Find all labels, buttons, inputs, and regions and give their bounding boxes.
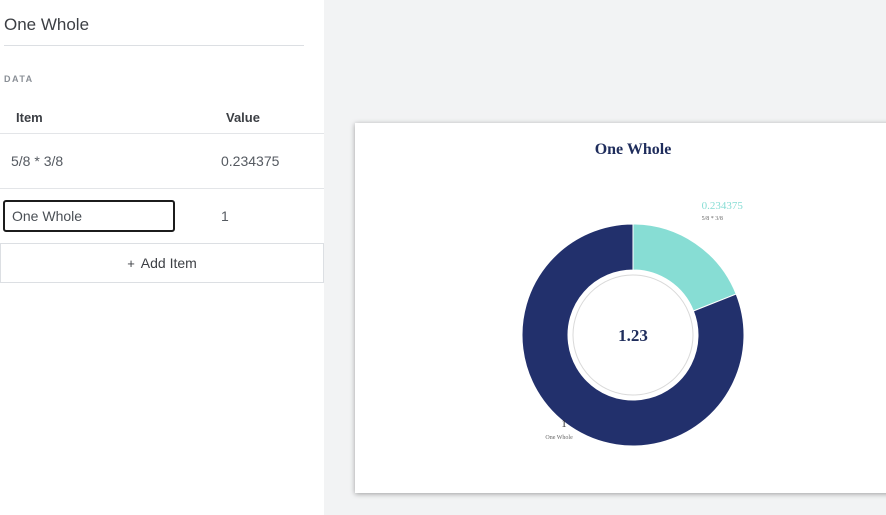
add-item-label: Add Item [141,255,197,271]
slice-name-label-2: One Whole [545,435,573,441]
slice-name-label-1: 5/8 * 3/8 [702,216,723,222]
add-item-button[interactable]: + Add Item [0,243,324,283]
row-divider [0,188,324,189]
slice-value-label-2: 1 [561,418,567,430]
panel-title: One Whole [4,15,89,35]
title-divider [4,45,304,46]
column-header-item: Item [16,110,43,125]
data-editor-panel: One Whole DATA Item Value 5/8 * 3/8 0.23… [0,0,324,515]
row-2-value[interactable]: 1 [221,208,229,224]
column-header-value: Value [226,110,260,125]
chart-title: One Whole [595,141,672,158]
donut-center-value: 1.23 [618,326,648,345]
row-2-item-input[interactable] [3,200,175,232]
donut-chart: One Whole 1.23 0.234375 5/8 * 3/8 1 One Who… [355,123,886,493]
row-1-item[interactable]: 5/8 * 3/8 [11,153,63,169]
row-1-value[interactable]: 0.234375 [221,153,279,169]
header-divider [0,133,324,134]
data-section-label: DATA [4,74,34,84]
chart-card: One Whole 1.23 0.234375 5/8 * 3/8 1 One Who… [355,123,886,493]
plus-icon: + [127,256,135,271]
slice-value-label-1: 0.234375 [702,200,744,212]
